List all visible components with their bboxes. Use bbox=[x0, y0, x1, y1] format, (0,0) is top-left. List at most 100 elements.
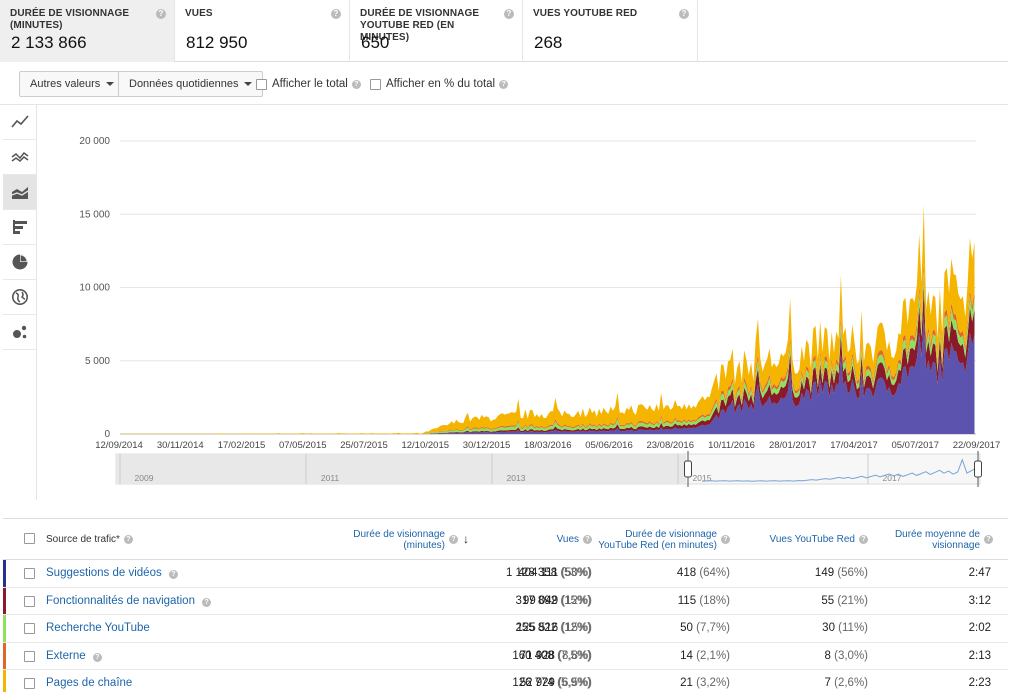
source-name[interactable]: Recherche YouTube bbox=[46, 622, 150, 634]
line-chart-icon bbox=[11, 115, 29, 128]
series-area bbox=[120, 316, 975, 434]
views-pct: (6,5%) bbox=[558, 677, 592, 689]
views-pct: (50%) bbox=[561, 567, 592, 579]
help-icon[interactable]: ? bbox=[721, 535, 730, 544]
red-views-pct: (3,0%) bbox=[834, 649, 868, 662]
avg-cell: 2:23 bbox=[968, 677, 991, 689]
watch-cell: 317 892 (15%) bbox=[516, 595, 591, 607]
y-tick-label: 10 000 bbox=[79, 283, 110, 294]
metric-placeholder bbox=[698, 0, 1008, 62]
navigator-year-label: 2009 bbox=[135, 473, 154, 483]
metric-value: 268 bbox=[534, 33, 563, 52]
show-total-checkbox[interactable] bbox=[256, 78, 267, 90]
row-checkbox[interactable] bbox=[24, 650, 35, 662]
source-link[interactable]: Suggestions de vidéos ? bbox=[46, 567, 178, 579]
col-red-views-header[interactable]: Vues YouTube Red ? bbox=[743, 519, 868, 560]
x-tick-label: 07/05/2015 bbox=[279, 440, 327, 451]
metric-label: VUES bbox=[185, 8, 213, 19]
help-icon[interactable]: ? bbox=[984, 535, 993, 544]
bubble-chart-button[interactable] bbox=[3, 315, 37, 350]
row-checkbox[interactable] bbox=[24, 623, 35, 634]
col-red-watch-header[interactable]: Durée de visionnage YouTube Red (en minu… bbox=[593, 519, 730, 560]
col-watch-header[interactable]: Durée de visionnage (minutes) ? ↓ bbox=[329, 519, 469, 560]
red-watch-value: 418 bbox=[676, 567, 697, 579]
row-checkbox[interactable] bbox=[24, 678, 35, 689]
help-icon[interactable]: ? bbox=[499, 79, 509, 89]
help-icon[interactable]: ? bbox=[504, 9, 514, 19]
source-link[interactable]: Fonctionnalités de navigation ? bbox=[46, 594, 212, 607]
multi-line-chart-icon bbox=[11, 151, 29, 162]
granularity-label: Données quotidiennes bbox=[129, 78, 239, 90]
y-tick-label: 15 000 bbox=[79, 209, 110, 220]
sort-desc-icon[interactable]: ↓ bbox=[463, 532, 469, 546]
y-tick-label: 0 bbox=[104, 429, 110, 440]
views-value: 404 111 bbox=[518, 567, 559, 579]
x-tick-label: 10/11/2016 bbox=[708, 440, 755, 451]
source-link[interactable]: Externe ? bbox=[46, 650, 102, 662]
table-row: Externe ? 160 408 (7,5%) 71 928 (8,8%) 1… bbox=[3, 642, 1008, 670]
select-all-checkbox[interactable] bbox=[24, 533, 35, 544]
red-views-cell: 149 (56%) bbox=[783, 567, 868, 579]
metric-red-watch-time[interactable]: DURÉE DE VISIONNAGE YOUTUBE RED (EN MINU… bbox=[350, 0, 523, 62]
show-total-label[interactable]: Afficher le total bbox=[272, 78, 348, 90]
source-link[interactable]: Pages de chaîne bbox=[46, 677, 132, 689]
table-body: Suggestions de vidéos ? 1 128 358 (53%) … bbox=[3, 560, 1008, 692]
pie-chart-button[interactable] bbox=[3, 245, 37, 280]
help-icon[interactable]: ? bbox=[202, 597, 212, 607]
y-tick-label: 20 000 bbox=[79, 136, 110, 147]
help-icon[interactable]: ? bbox=[168, 570, 178, 579]
col-views-header[interactable]: Vues ? bbox=[503, 519, 592, 560]
row-checkbox[interactable] bbox=[24, 595, 35, 607]
map-chart-button[interactable] bbox=[3, 280, 37, 315]
col-avg-header[interactable]: Durée moyenne de visionnage ? bbox=[883, 519, 993, 560]
source-link[interactable]: Recherche YouTube bbox=[46, 622, 150, 634]
red-views-pct: (21%) bbox=[837, 594, 868, 607]
watch-time-chart[interactable]: 0 5 000 10 000 15 000 20 000 12/09/2014 30/11/… bbox=[38, 105, 1008, 500]
source-name[interactable]: Fonctionnalités de navigation bbox=[46, 594, 195, 607]
red-views-value: 7 bbox=[824, 677, 831, 689]
metric-watch-time[interactable]: DURÉE DE VISIONNAGE (MINUTES) 2 133 866 … bbox=[0, 0, 175, 62]
metric-value: 812 950 bbox=[186, 33, 248, 52]
table-header: Source de trafic* ? Durée de visionnage … bbox=[3, 519, 1008, 560]
help-icon[interactable]: ? bbox=[331, 9, 341, 19]
metric-label: VUES YOUTUBE RED bbox=[533, 8, 638, 19]
show-percent-label[interactable]: Afficher en % du total bbox=[386, 78, 496, 90]
row-checkbox[interactable] bbox=[24, 568, 35, 579]
multi-line-chart-button[interactable] bbox=[3, 140, 37, 175]
x-tick-label: 18/03/2016 bbox=[524, 440, 572, 451]
watch-pct: (5,9%) bbox=[557, 677, 591, 689]
x-tick-label: 17/02/2015 bbox=[218, 440, 266, 451]
red-watch-pct: (2,1%) bbox=[696, 649, 730, 662]
show-percent-checkbox[interactable] bbox=[370, 78, 381, 90]
x-tick-label: 22/09/2017 bbox=[953, 440, 1001, 451]
source-name[interactable]: Pages de chaîne bbox=[46, 677, 133, 689]
show-percent-option: Afficher en % du total ? bbox=[370, 77, 509, 91]
watch-value: 160 408 bbox=[512, 649, 554, 662]
source-name[interactable]: Suggestions de vidéos bbox=[46, 567, 162, 579]
help-icon[interactable]: ? bbox=[449, 535, 458, 544]
metric-red-views[interactable]: VUES YOUTUBE RED 268 ? bbox=[523, 0, 698, 62]
red-views-cell: 7 (2,6%) bbox=[783, 677, 868, 689]
stacked-area-chart-button[interactable] bbox=[3, 175, 37, 210]
source-name[interactable]: Externe bbox=[46, 649, 86, 662]
metric-views[interactable]: VUES 812 950 ? bbox=[175, 0, 350, 62]
help-icon[interactable]: ? bbox=[679, 9, 689, 19]
line-chart-button[interactable] bbox=[3, 105, 37, 140]
other-values-dropdown[interactable]: Autres valeurs bbox=[19, 71, 126, 97]
granularity-dropdown[interactable]: Données quotidiennes bbox=[118, 71, 264, 97]
help-icon[interactable]: ? bbox=[123, 535, 133, 544]
watch-value: 126 774 bbox=[512, 677, 554, 689]
navigator-handle bbox=[684, 460, 692, 478]
bar-chart-button[interactable] bbox=[3, 210, 37, 245]
red-views-value: 55 bbox=[821, 594, 835, 607]
help-icon[interactable]: ? bbox=[583, 535, 592, 544]
metric-label: DURÉE DE VISIONNAGE YOUTUBE RED (EN MINU… bbox=[360, 8, 480, 43]
stacked-area-chart-icon bbox=[11, 187, 29, 199]
help-icon[interactable]: ? bbox=[351, 79, 361, 89]
red-views-pct: (11%) bbox=[838, 622, 868, 634]
help-icon[interactable]: ? bbox=[156, 9, 166, 19]
avg-cell: 2:47 bbox=[968, 567, 991, 579]
red-watch-value: 50 bbox=[680, 622, 693, 634]
help-icon[interactable]: ? bbox=[859, 535, 868, 544]
help-icon[interactable]: ? bbox=[92, 652, 102, 662]
